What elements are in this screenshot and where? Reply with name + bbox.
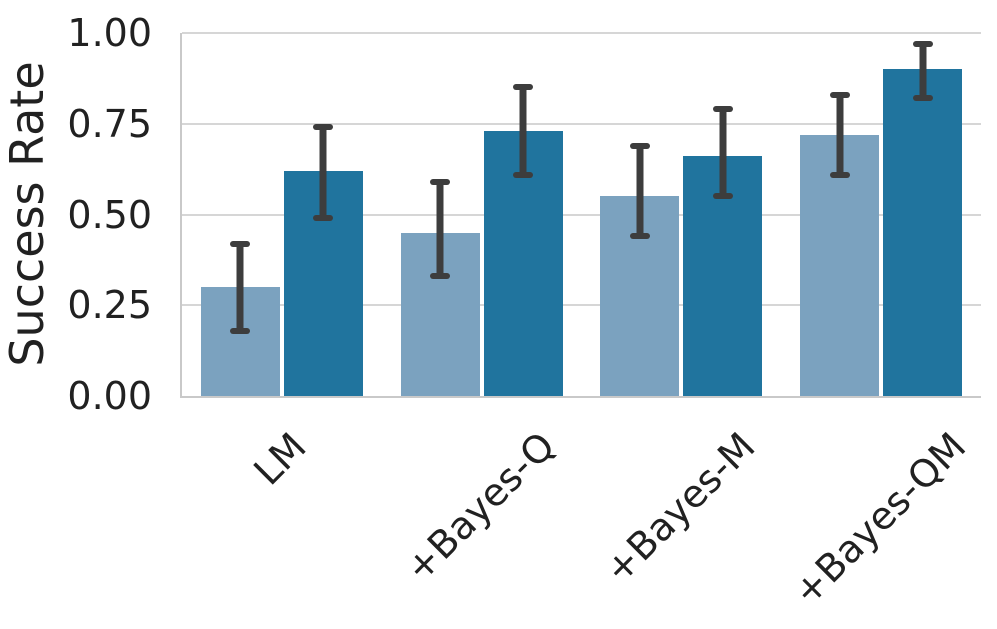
bar-light-blue-+Bayes-QM	[800, 134, 880, 396]
error-bar-stem	[719, 108, 727, 198]
x-tick-label: +Bayes-M	[595, 423, 764, 592]
x-tick-label: LM	[245, 424, 315, 494]
error-bar	[629, 142, 650, 240]
x-tick-label: +Bayes-QM	[783, 424, 974, 615]
error-bar-stem	[236, 242, 244, 332]
x-tick-label: +Bayes-Q	[396, 424, 563, 591]
error-bar-cap-bottom	[912, 95, 933, 102]
error-bar-cap-top	[430, 178, 451, 185]
error-bar-stem	[636, 144, 644, 238]
error-bar	[430, 178, 451, 280]
y-tick-label: 0.00	[67, 374, 152, 418]
error-bar	[829, 91, 850, 178]
gridline	[182, 32, 981, 34]
error-bar-stem	[919, 42, 927, 100]
gridline	[182, 304, 981, 307]
error-bar-cap-bottom	[629, 233, 650, 240]
error-bar-cap-bottom	[430, 273, 451, 280]
y-tick-label: 1.00	[67, 11, 152, 55]
error-bar-cap-top	[313, 124, 334, 131]
error-bar	[912, 40, 933, 102]
error-bar-stem	[319, 126, 327, 220]
error-bar	[712, 106, 733, 200]
gridline	[182, 213, 981, 216]
error-bar-cap-top	[829, 91, 850, 98]
error-bar-cap-top	[513, 84, 534, 91]
error-bar-stem	[836, 93, 844, 176]
y-tick-label: 0.25	[67, 283, 152, 328]
error-bar-cap-bottom	[712, 193, 733, 200]
error-bar-cap-bottom	[230, 327, 251, 334]
y-tick-label: 0.75	[67, 101, 152, 146]
error-bar-cap-bottom	[513, 171, 534, 178]
error-bar-cap-top	[230, 240, 251, 247]
error-bar-stem	[519, 86, 527, 176]
gridline	[182, 122, 981, 125]
error-bar-cap-top	[629, 142, 650, 149]
error-bar	[313, 124, 334, 222]
error-bar	[513, 84, 534, 178]
error-bar-stem	[436, 180, 444, 278]
plot-area	[180, 32, 981, 398]
error-bar-cap-top	[912, 40, 933, 47]
error-bar-cap-bottom	[313, 215, 334, 222]
bar-dark-blue-+Bayes-QM	[883, 69, 963, 396]
error-bar-cap-top	[712, 106, 733, 113]
error-bar	[230, 240, 251, 334]
y-tick-label: 0.50	[67, 192, 152, 237]
error-bar-cap-bottom	[829, 171, 850, 178]
